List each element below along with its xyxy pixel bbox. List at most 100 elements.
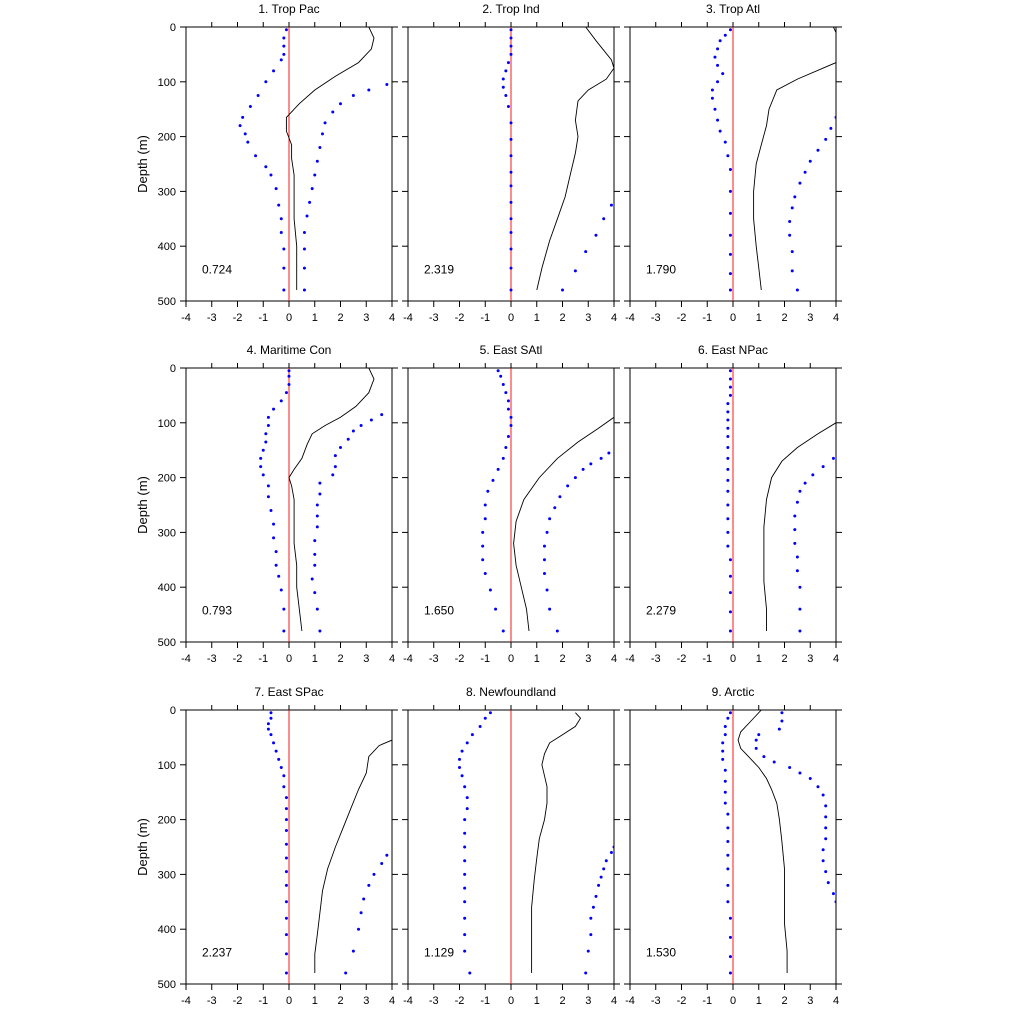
- dotted-point: [287, 374, 291, 378]
- dotted-upper-point: [788, 766, 792, 770]
- dotted-upper-point: [318, 481, 322, 485]
- dotted-upper-point: [798, 489, 802, 493]
- x-tick-label: 4: [833, 312, 839, 324]
- panel-title: 4. Maritime Con: [247, 343, 332, 357]
- dotted-upper-point: [816, 785, 820, 789]
- dotted-point: [718, 129, 722, 133]
- dotted-point: [284, 952, 288, 956]
- x-tick-label: 0: [508, 653, 514, 665]
- dotted-point: [284, 971, 288, 975]
- dotted-upper-point: [821, 793, 825, 797]
- x-tick-label: 2: [337, 995, 343, 1007]
- x-tick-label: 0: [730, 995, 736, 1007]
- dotted-point: [501, 629, 505, 633]
- x-tick-label: -1: [702, 995, 712, 1007]
- panel-stat: 2.237: [202, 946, 232, 960]
- dotted-point: [277, 203, 281, 207]
- panel-data: [726, 369, 836, 633]
- x-tick-label: 4: [833, 653, 839, 665]
- dotted-point: [723, 733, 727, 737]
- dotted-point: [723, 140, 727, 144]
- dotted-point: [501, 77, 505, 81]
- x-tick-label: -3: [429, 312, 439, 324]
- x-tick-label: -4: [403, 653, 413, 665]
- dotted-upper-point: [824, 837, 828, 841]
- x-tick-label: 4: [833, 995, 839, 1007]
- dotted-upper-point: [795, 555, 799, 559]
- dotted-point: [726, 467, 730, 471]
- dotted-upper-point: [821, 848, 825, 852]
- dotted-point: [728, 558, 732, 562]
- dotted-point: [483, 503, 487, 507]
- dotted-point: [726, 826, 730, 830]
- dotted-point: [509, 52, 513, 56]
- dotted-point: [488, 711, 492, 715]
- panel-title: 6. East NPac: [698, 343, 768, 357]
- dotted-upper-point: [790, 206, 794, 210]
- dotted-point: [728, 377, 732, 381]
- dotted-upper-point: [808, 777, 812, 780]
- dotted-point: [463, 845, 467, 849]
- dotted-point: [716, 63, 720, 67]
- x-tick-label: 0: [286, 653, 292, 665]
- dotted-point: [728, 272, 732, 276]
- y-tick-label: 400: [158, 924, 176, 936]
- dotted-point: [496, 467, 500, 471]
- dotted-point: [269, 711, 273, 715]
- dotted-point: [483, 517, 487, 521]
- x-tick-label: -4: [403, 312, 413, 324]
- x-tick-label: 4: [389, 995, 395, 1007]
- dotted-point: [266, 424, 270, 428]
- x-tick-label: 3: [363, 995, 369, 1007]
- x-tick-label: 4: [389, 312, 395, 324]
- dotted-upper-point: [351, 94, 355, 97]
- dotted-point: [261, 473, 265, 477]
- x-tick-label: 1: [756, 995, 762, 1007]
- solid-profile-line: [737, 710, 788, 973]
- x-tick-label: -2: [455, 995, 465, 1007]
- dotted-upper-point: [313, 563, 317, 567]
- dotted-point: [248, 104, 252, 108]
- dotted-point: [726, 435, 730, 438]
- dotted-point: [284, 870, 288, 874]
- dotted-point: [509, 28, 513, 32]
- x-tick-label: -3: [429, 653, 439, 665]
- dotted-upper-point: [834, 115, 836, 119]
- dotted-point: [463, 916, 467, 920]
- dotted-upper-point: [315, 503, 319, 507]
- dotted-upper-point: [795, 569, 799, 573]
- dotted-point: [509, 247, 513, 251]
- dotted-upper-point: [780, 711, 784, 715]
- x-tick-label: 1: [312, 995, 318, 1007]
- y-tick-label: 300: [158, 869, 176, 881]
- dotted-point: [728, 574, 732, 578]
- dotted-point: [272, 522, 276, 526]
- dotted-upper-point: [367, 88, 371, 92]
- dotted-point: [728, 955, 732, 959]
- panel-stat: 2.279: [646, 604, 676, 618]
- dotted-point: [728, 369, 732, 373]
- dotted-point: [723, 724, 727, 728]
- dotted-point: [728, 393, 732, 397]
- dotted-point: [716, 47, 720, 51]
- dotted-point: [468, 971, 472, 975]
- dotted-upper-point: [313, 173, 317, 177]
- dotted-point: [728, 288, 732, 292]
- dotted-upper-point: [331, 110, 335, 114]
- x-tick-label: -2: [677, 995, 687, 1007]
- dotted-point: [284, 900, 288, 904]
- dotted-upper-point: [772, 760, 776, 764]
- dotted-upper-point: [754, 746, 758, 750]
- dotted-point: [726, 154, 730, 158]
- panel-title: 3. Trop Atl: [706, 2, 760, 16]
- x-tick-label: 0: [730, 653, 736, 665]
- dotted-upper-point: [599, 456, 603, 460]
- y-tick-label: 400: [158, 241, 176, 253]
- dotted-point: [274, 550, 278, 554]
- panel-3: -4 -3 -2 -1 0 1 2 3 4 3. Trop Atl 1.790: [624, 2, 842, 324]
- dotted-point: [287, 369, 291, 373]
- dotted-upper-point: [798, 585, 802, 589]
- dotted-upper-point: [542, 558, 546, 562]
- y-tick-label: 100: [158, 760, 176, 772]
- dotted-upper-point: [542, 544, 546, 548]
